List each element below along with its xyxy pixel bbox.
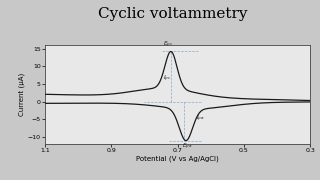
Text: E$_{pa}$: E$_{pa}$: [182, 142, 193, 152]
Text: E$_{pc}$: E$_{pc}$: [163, 40, 173, 50]
Text: I$_{pa}$: I$_{pa}$: [196, 114, 204, 124]
X-axis label: Potential (V vs Ag/AgCl): Potential (V vs Ag/AgCl): [136, 156, 219, 162]
Y-axis label: Current (μA): Current (μA): [18, 73, 25, 116]
Text: Cyclic voltammetry: Cyclic voltammetry: [98, 7, 248, 21]
Text: I$_{pc}$: I$_{pc}$: [163, 74, 171, 84]
